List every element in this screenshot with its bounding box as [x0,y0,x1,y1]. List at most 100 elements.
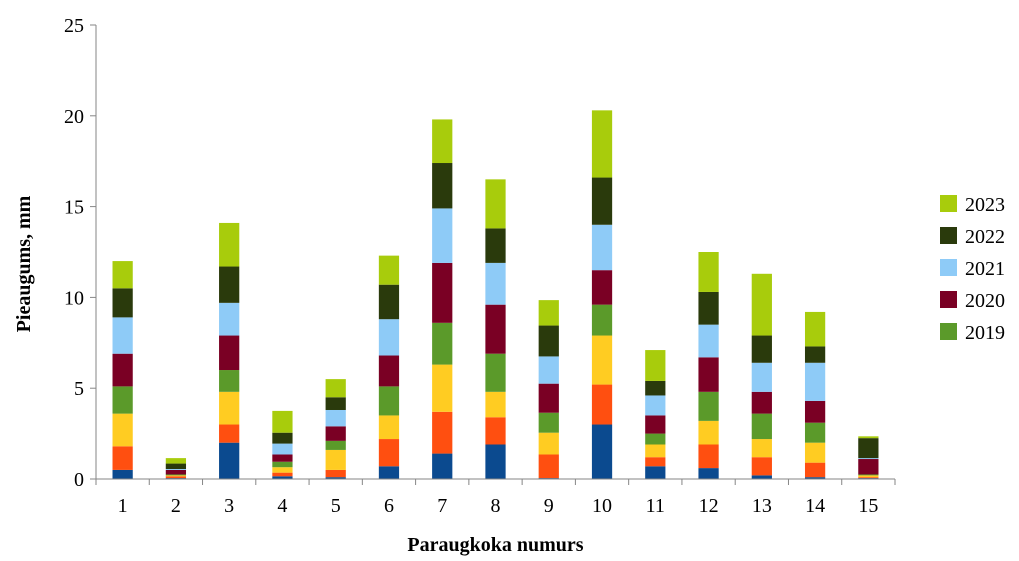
x-tick-label: 15 [858,495,878,517]
bar-segment [112,446,133,470]
bar-segment [645,395,666,416]
bar-segment [645,457,666,467]
bar-segment [591,304,613,336]
bar-segment [698,291,719,325]
bar-segment [804,442,826,463]
bar-segment [645,433,666,445]
bar-segment [698,357,719,392]
bar-segment [485,353,506,392]
legend-label: 2022 [965,226,1005,248]
bar-segment [165,458,187,464]
bar-segment [378,386,400,416]
bar-segment [378,284,400,320]
bar-segment [538,383,559,413]
bar-segment [219,391,240,425]
bar-segment [804,346,826,363]
bar-segment [432,453,453,479]
bar-segment [219,442,240,479]
y-tick-label: 0 [74,469,84,491]
x-axis-title: Paraugkoka numurs [407,534,583,556]
legend-label: 2021 [965,258,1005,280]
bar-segment [432,208,453,263]
bar-segment [432,364,453,412]
bar-segment [858,477,879,479]
bars-group [112,110,879,479]
bar-segment [858,475,879,478]
bar-segment [378,255,400,285]
x-tick-label: 10 [592,495,612,517]
bar-segment [538,325,559,357]
bar-segment [485,179,506,229]
bar-segment [432,411,453,454]
legend-swatch [940,227,957,244]
bar-segment [272,472,293,477]
x-tick-label: 8 [491,495,501,517]
bar-segment [485,417,506,445]
bar-segment [804,311,826,347]
bar-segment [538,356,559,384]
bar-segment [112,261,133,289]
bar-segment [858,436,879,439]
bar-segment [112,288,133,318]
bar-segment [645,466,666,479]
bar-segment [485,262,506,305]
bar-segment [272,432,293,444]
bar-segment [272,410,293,433]
bar-segment [165,474,187,476]
bar-segment [272,476,293,479]
y-tick-label: 10 [64,287,84,309]
bar-segment [219,335,240,371]
x-tick-label: 2 [171,495,181,517]
bar-segment [272,454,293,462]
bar-segment [698,444,719,469]
bar-segment [325,409,346,427]
bar-segment [378,466,400,479]
bar-segment [272,443,293,455]
bar-segment [165,463,187,470]
bar-segment [804,400,826,423]
bar-segment [751,362,772,392]
bar-segment [165,469,187,470]
bar-segment [645,350,666,381]
bar-segment [645,444,666,458]
x-tick-label: 4 [277,495,287,517]
bar-segment [858,459,879,475]
bar-segment [112,353,133,387]
bar-segment [751,273,772,336]
legend-label: 2020 [965,290,1005,312]
bar-segment [645,415,666,434]
x-tick-label: 12 [699,495,719,517]
bar-segment [325,440,346,450]
bar-segment [485,391,506,418]
bar-segment [432,262,453,323]
bar-segment [432,322,453,365]
bar-segment [751,457,772,476]
bar-segment [165,476,187,479]
bar-segment [432,119,453,164]
bar-segment [325,426,346,441]
bar-segment [432,163,453,209]
bar-segment [591,424,613,479]
bar-segment [804,362,826,401]
bar-segment [272,461,293,468]
bar-segment [485,228,506,263]
bar-segment [751,391,772,414]
bar-segment [751,413,772,440]
bar-segment [858,438,879,459]
bar-segment [112,469,133,479]
bar-segment [591,224,613,271]
x-tick-label: 9 [544,495,554,517]
bar-segment [378,415,400,440]
bar-segment [858,474,879,476]
bar-segment [591,384,613,425]
bar-segment [538,300,559,326]
bar-segment [538,432,559,455]
x-tick-label: 5 [331,495,341,517]
legend-swatch [940,291,957,308]
bar-segment [325,397,346,410]
bar-segment [112,386,133,414]
bar-segment [591,335,613,385]
legend-swatch [940,323,957,340]
bar-segment [378,439,400,467]
bar-segment [112,413,133,447]
